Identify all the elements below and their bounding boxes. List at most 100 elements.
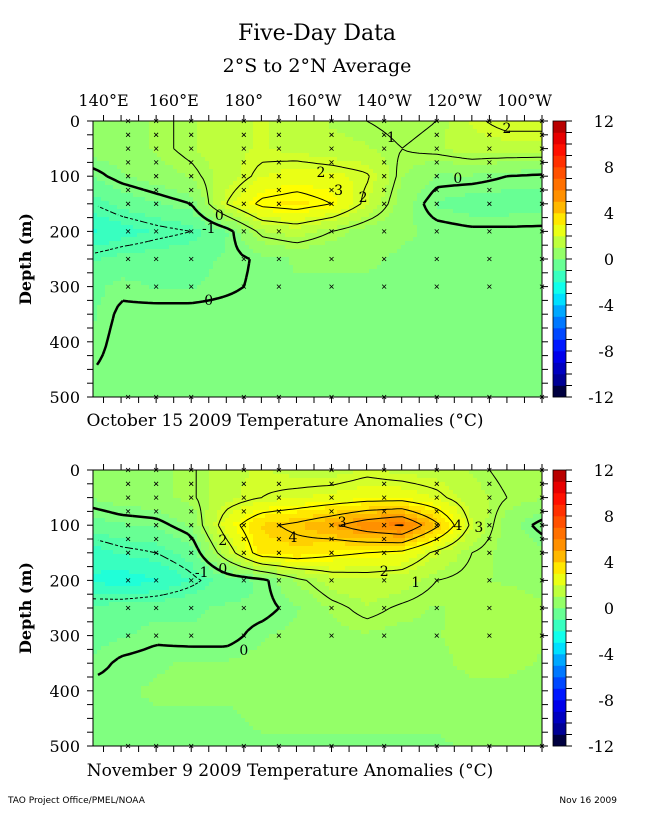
- field-cell: [133, 181, 138, 186]
- field-cell: [289, 189, 294, 194]
- field-cell: [401, 133, 406, 138]
- field-cell: [533, 209, 538, 214]
- field-cell: [505, 277, 510, 282]
- field-cell: [417, 141, 422, 146]
- field-cell: [185, 273, 190, 278]
- field-cell: [457, 145, 462, 150]
- field-cell: [509, 161, 514, 166]
- field-cell: [385, 197, 390, 202]
- field-cell: [229, 173, 234, 178]
- field-cell: [421, 145, 426, 150]
- field-cell: [397, 197, 402, 202]
- field-cell: [129, 125, 134, 130]
- field-cell: [285, 237, 290, 242]
- field-cell: [525, 257, 530, 262]
- field-cell: [501, 285, 506, 290]
- field-cell: [209, 229, 214, 234]
- field-cell: [441, 205, 446, 210]
- field-cell: [145, 197, 150, 202]
- field-cell: [429, 253, 434, 258]
- field-cell: [333, 245, 338, 250]
- field-cell: [157, 177, 162, 182]
- field-cell: [485, 149, 490, 154]
- field-cell: [345, 217, 350, 222]
- field-cell: [377, 189, 382, 194]
- field-cell: [445, 245, 450, 250]
- field-cell: [241, 277, 246, 282]
- field-cell: [225, 257, 230, 262]
- field-cell: [409, 133, 414, 138]
- field-cell: [517, 261, 522, 266]
- field-cell: [245, 149, 250, 154]
- field-cell: [389, 181, 394, 186]
- field-cell: [269, 265, 274, 270]
- field-cell: [369, 273, 374, 278]
- field-cell: [205, 137, 210, 142]
- field-cell: [369, 133, 374, 138]
- field-cell: [381, 277, 386, 282]
- field-cell: [265, 137, 270, 142]
- field-cell: [189, 145, 194, 150]
- field-cell: [273, 157, 278, 162]
- field-cell: [169, 237, 174, 242]
- field-cell: [341, 185, 346, 190]
- field-cell: [357, 249, 362, 254]
- field-cell: [513, 149, 518, 154]
- field-cell: [185, 193, 190, 198]
- field-cell: [405, 237, 410, 242]
- field-cell: [141, 201, 146, 206]
- field-cell: [153, 261, 158, 266]
- field-cell: [321, 225, 326, 230]
- field-cell: [169, 189, 174, 194]
- field-cell: [317, 229, 322, 234]
- field-cell: [517, 237, 522, 242]
- field-cell: [97, 237, 102, 242]
- field-cell: [209, 265, 214, 270]
- field-cell: [229, 153, 234, 158]
- field-cell: [133, 145, 138, 150]
- field-cell: [281, 281, 286, 286]
- field-cell: [525, 237, 530, 242]
- field-cell: [417, 237, 422, 242]
- field-cell: [521, 177, 526, 182]
- field-cell: [385, 257, 390, 262]
- field-cell: [233, 245, 238, 250]
- field-cell: [301, 241, 306, 246]
- field-cell: [437, 157, 442, 162]
- field-cell: [393, 121, 398, 126]
- field-cell: [221, 201, 226, 206]
- field-cell: [141, 249, 146, 254]
- field-cell: [361, 209, 366, 214]
- field-cell: [161, 185, 166, 190]
- field-cell: [357, 221, 362, 226]
- field-cell: [281, 181, 286, 186]
- field-cell: [329, 169, 334, 174]
- field-cell: [325, 153, 330, 158]
- field-cell: [145, 161, 150, 166]
- field-cell: [185, 125, 190, 130]
- field-cell: [217, 209, 222, 214]
- field-cell: [497, 161, 502, 166]
- field-cell: [285, 241, 290, 246]
- field-cell: [421, 285, 426, 290]
- field-cell: [233, 201, 238, 206]
- field-cell: [145, 289, 150, 294]
- field-cell: [313, 121, 318, 126]
- field-cell: [249, 181, 254, 186]
- field-cell: [505, 273, 510, 278]
- field-cell: [521, 169, 526, 174]
- field-cell: [233, 177, 238, 182]
- field-cell: [357, 153, 362, 158]
- field-cell: [445, 209, 450, 214]
- field-cell: [409, 237, 414, 242]
- field-cell: [473, 189, 478, 194]
- field-cell: [353, 277, 358, 282]
- field-cell: [297, 225, 302, 230]
- field-cell: [525, 265, 530, 270]
- field-cell: [349, 121, 354, 126]
- field-cell: [521, 125, 526, 130]
- field-cell: [405, 185, 410, 190]
- field-cell: [313, 169, 318, 174]
- field-cell: [389, 269, 394, 274]
- field-cell: [237, 241, 242, 246]
